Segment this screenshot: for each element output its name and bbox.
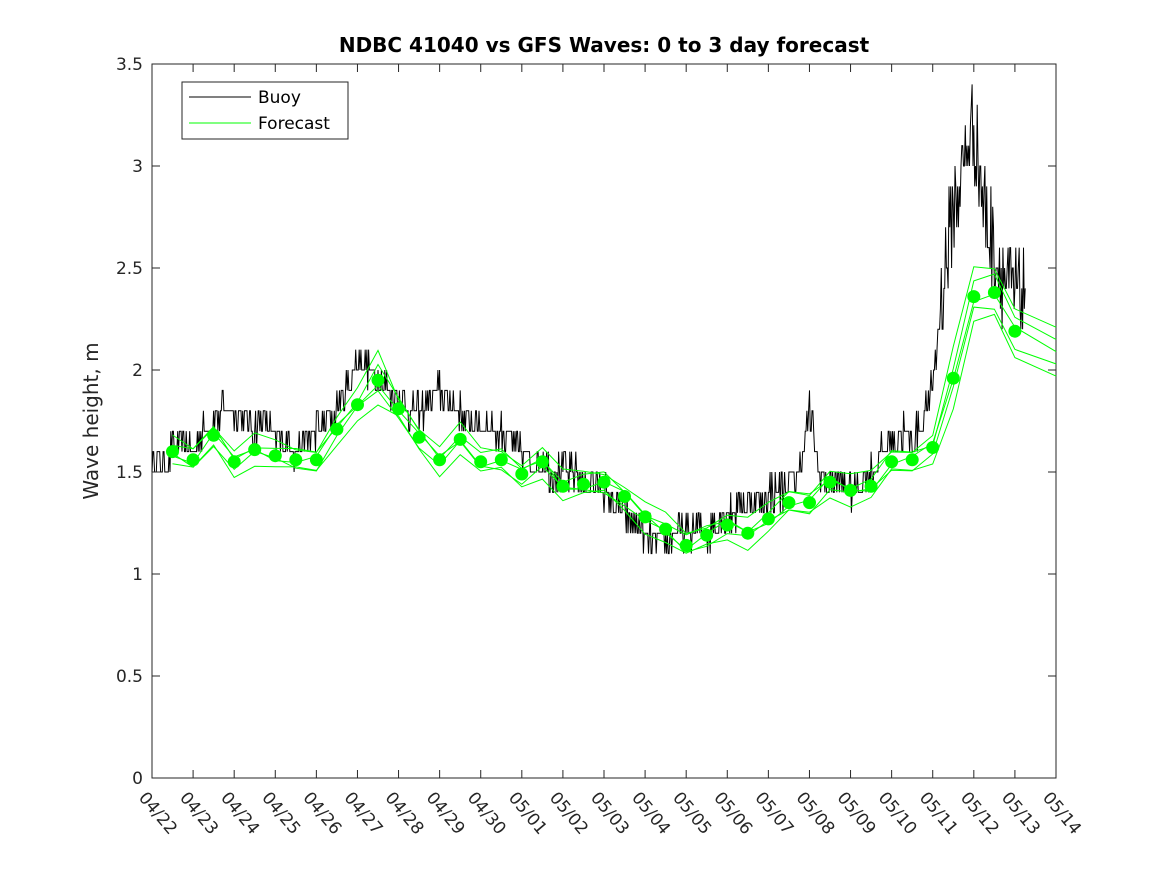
forecast-point bbox=[166, 445, 179, 459]
forecast-point bbox=[679, 538, 693, 552]
y-tick-label: 2 bbox=[132, 361, 143, 381]
forecast-point bbox=[535, 455, 549, 469]
forecast-point bbox=[474, 455, 488, 469]
legend-label-buoy: Buoy bbox=[258, 88, 301, 108]
forecast-point bbox=[433, 453, 447, 467]
forecast-point bbox=[289, 453, 303, 467]
y-tick-label: 0.5 bbox=[116, 667, 143, 687]
forecast-point bbox=[926, 441, 940, 454]
forecast-point bbox=[946, 371, 960, 385]
forecast-point bbox=[351, 398, 364, 412]
y-tick-label: 2.5 bbox=[116, 259, 143, 279]
forecast-point bbox=[803, 496, 816, 510]
forecast-point bbox=[1008, 324, 1022, 338]
forecast-point bbox=[248, 443, 262, 457]
forecast-point bbox=[782, 496, 796, 510]
forecast-point bbox=[967, 290, 981, 304]
forecast-point bbox=[186, 453, 200, 467]
forecast-point bbox=[412, 430, 426, 444]
legend-box bbox=[181, 81, 349, 140]
legend: Buoy Forecast bbox=[181, 81, 349, 140]
forecast-point bbox=[392, 402, 405, 416]
plot-area bbox=[151, 63, 1057, 779]
forecast-point bbox=[885, 455, 899, 469]
forecast-point bbox=[207, 428, 221, 442]
y-axis-label: Wave height, m bbox=[79, 342, 103, 499]
forecast-point bbox=[453, 432, 467, 446]
forecast-point bbox=[659, 522, 673, 536]
forecast-point bbox=[515, 467, 529, 481]
forecast-series bbox=[166, 266, 1057, 554]
forecast-point bbox=[618, 490, 631, 503]
forecast-point bbox=[844, 483, 857, 497]
forecast-line bbox=[172, 306, 1057, 553]
forecast-point bbox=[761, 512, 775, 526]
legend-label-forecast: Forecast bbox=[258, 114, 330, 134]
y-tick-label: 3.5 bbox=[116, 55, 143, 75]
forecast-point bbox=[700, 528, 714, 542]
forecast-point bbox=[823, 475, 837, 489]
forecast-point bbox=[720, 518, 734, 532]
forecast-point bbox=[330, 422, 344, 436]
forecast-point bbox=[987, 286, 1001, 299]
forecast-point bbox=[227, 455, 241, 469]
y-tick-label: 3 bbox=[132, 157, 143, 177]
forecast-line bbox=[172, 266, 1057, 535]
chart-title: NDBC 41040 vs GFS Waves: 0 to 3 day fore… bbox=[339, 33, 870, 57]
forecast-point bbox=[577, 477, 590, 491]
forecast-point bbox=[309, 453, 323, 467]
forecast-point bbox=[864, 479, 878, 493]
forecast-point bbox=[371, 373, 385, 387]
forecast-point bbox=[494, 453, 508, 467]
forecast-point bbox=[741, 526, 755, 540]
forecast-point bbox=[597, 475, 611, 489]
forecast-point bbox=[638, 510, 652, 524]
y-tick-label: 0 bbox=[132, 769, 143, 789]
y-tick-label: 1.5 bbox=[116, 463, 143, 483]
y-tick-label: 1 bbox=[132, 565, 143, 585]
y-axis: 0 0.5 1 1.5 2 2.5 3 3.5 bbox=[116, 55, 1056, 789]
forecast-point bbox=[905, 453, 919, 467]
forecast-point bbox=[556, 479, 570, 493]
forecast-point bbox=[268, 449, 282, 463]
